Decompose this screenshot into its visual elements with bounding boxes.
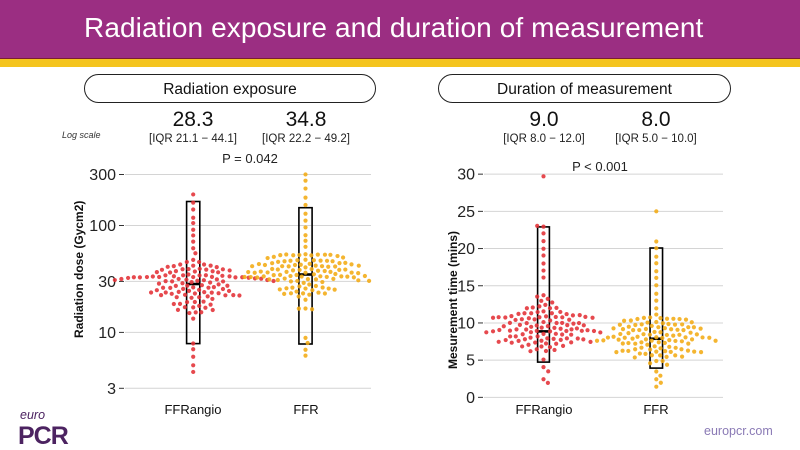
svg-text:3: 3 [107, 381, 116, 398]
svg-text:25: 25 [457, 204, 475, 221]
svg-text:10: 10 [98, 325, 116, 342]
svg-text:300: 300 [89, 167, 116, 184]
svg-text:100: 100 [89, 218, 116, 235]
svg-text:0: 0 [466, 390, 475, 407]
svg-text:5: 5 [466, 353, 475, 370]
svg-text:30: 30 [457, 167, 475, 184]
svg-text:30: 30 [98, 274, 116, 291]
